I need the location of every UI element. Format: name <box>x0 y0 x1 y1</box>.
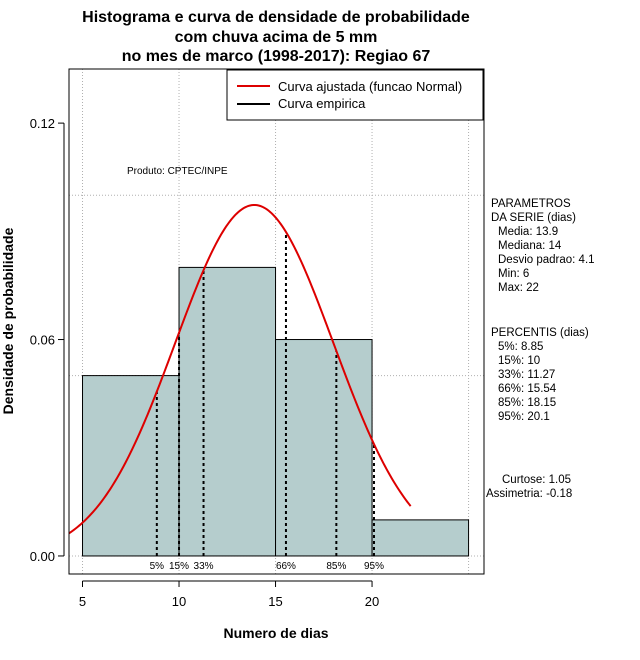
y-tick-label-1: 0.06 <box>30 333 55 348</box>
param-mediana: Mediana: 14 <box>498 240 562 252</box>
percentil-95: 95%: 20.1 <box>498 411 550 423</box>
percentil-5: 5%: 8.85 <box>498 341 543 353</box>
params-title-1: PARAMETROS <box>491 198 571 210</box>
x-tick-label-1: 10 <box>172 594 186 609</box>
legend: Curva ajustada (funcao Normal) Curva emp… <box>226 69 484 121</box>
plot-frame <box>68 68 485 575</box>
stats-panel: PARAMETROS DA SERIE (dias) Media: 13.9 M… <box>486 198 595 500</box>
chart-title-line-1: Histograma e curva de densidade de proba… <box>82 9 470 26</box>
param-media: Media: 13.9 <box>498 226 558 238</box>
percentile-label-2: 33% <box>194 561 214 572</box>
percentis-title: PERCENTIS (dias) <box>491 327 589 339</box>
percentile-lines <box>155 231 375 556</box>
percentile-label-4: 85% <box>326 561 346 572</box>
percentile-label-1: 15% <box>169 561 189 572</box>
histogram-bar-0 <box>82 375 180 557</box>
param-min: Min: 6 <box>498 268 529 280</box>
histogram-bar-1 <box>178 266 277 557</box>
percentil-66: 66%: 15.54 <box>498 383 557 395</box>
chart-title-line-2: com chuva acima de 5 mm <box>175 29 378 46</box>
x-tick-label-3: 20 <box>365 594 379 609</box>
x-tick-label-0: 5 <box>79 594 86 609</box>
assimetria: Assimetria: -0.18 <box>486 488 572 500</box>
percentile-label-3: 66% <box>276 561 296 572</box>
x-tick-label-2: 15 <box>268 594 282 609</box>
param-max: Max: 22 <box>498 282 539 294</box>
percentil-15: 15%: 10 <box>498 355 540 367</box>
credit-text: Produto: CPTEC/INPE <box>127 166 228 177</box>
percentil-33: 33%: 11.27 <box>498 369 555 381</box>
percentile-labels: 5% 15% 33% 66% 85% 95% <box>150 561 384 572</box>
y-axis-label: Densidade de probabilidade <box>0 227 16 414</box>
histogram-bar-3 <box>371 519 470 557</box>
param-desvio: Desvio padrao: 4.1 <box>498 254 595 266</box>
legend-box <box>226 69 484 121</box>
chart-title-line-3: no mes de marco (1998-2017): Regiao 67 <box>122 48 431 65</box>
params-title-2: DA SERIE (dias) <box>491 212 576 224</box>
percentile-label-0: 5% <box>150 561 165 572</box>
y-tick-label-2: 0.12 <box>30 116 55 131</box>
histogram-bar-2 <box>275 339 373 557</box>
histogram-bars <box>82 266 470 557</box>
percentil-85: 85%: 18.15 <box>498 397 556 409</box>
percentile-label-5: 95% <box>364 561 384 572</box>
x-axis-label: Numero de dias <box>223 625 328 641</box>
axes: 5 10 15 20 0.00 0.06 0.12 <box>30 116 380 609</box>
legend-label-empirical: Curva empirica <box>278 96 366 111</box>
curtose: Curtose: 1.05 <box>502 474 571 486</box>
legend-label-fitted: Curva ajustada (funcao Normal) <box>278 79 462 94</box>
fitted-normal-curve <box>68 204 412 535</box>
y-tick-label-0: 0.00 <box>30 549 55 564</box>
